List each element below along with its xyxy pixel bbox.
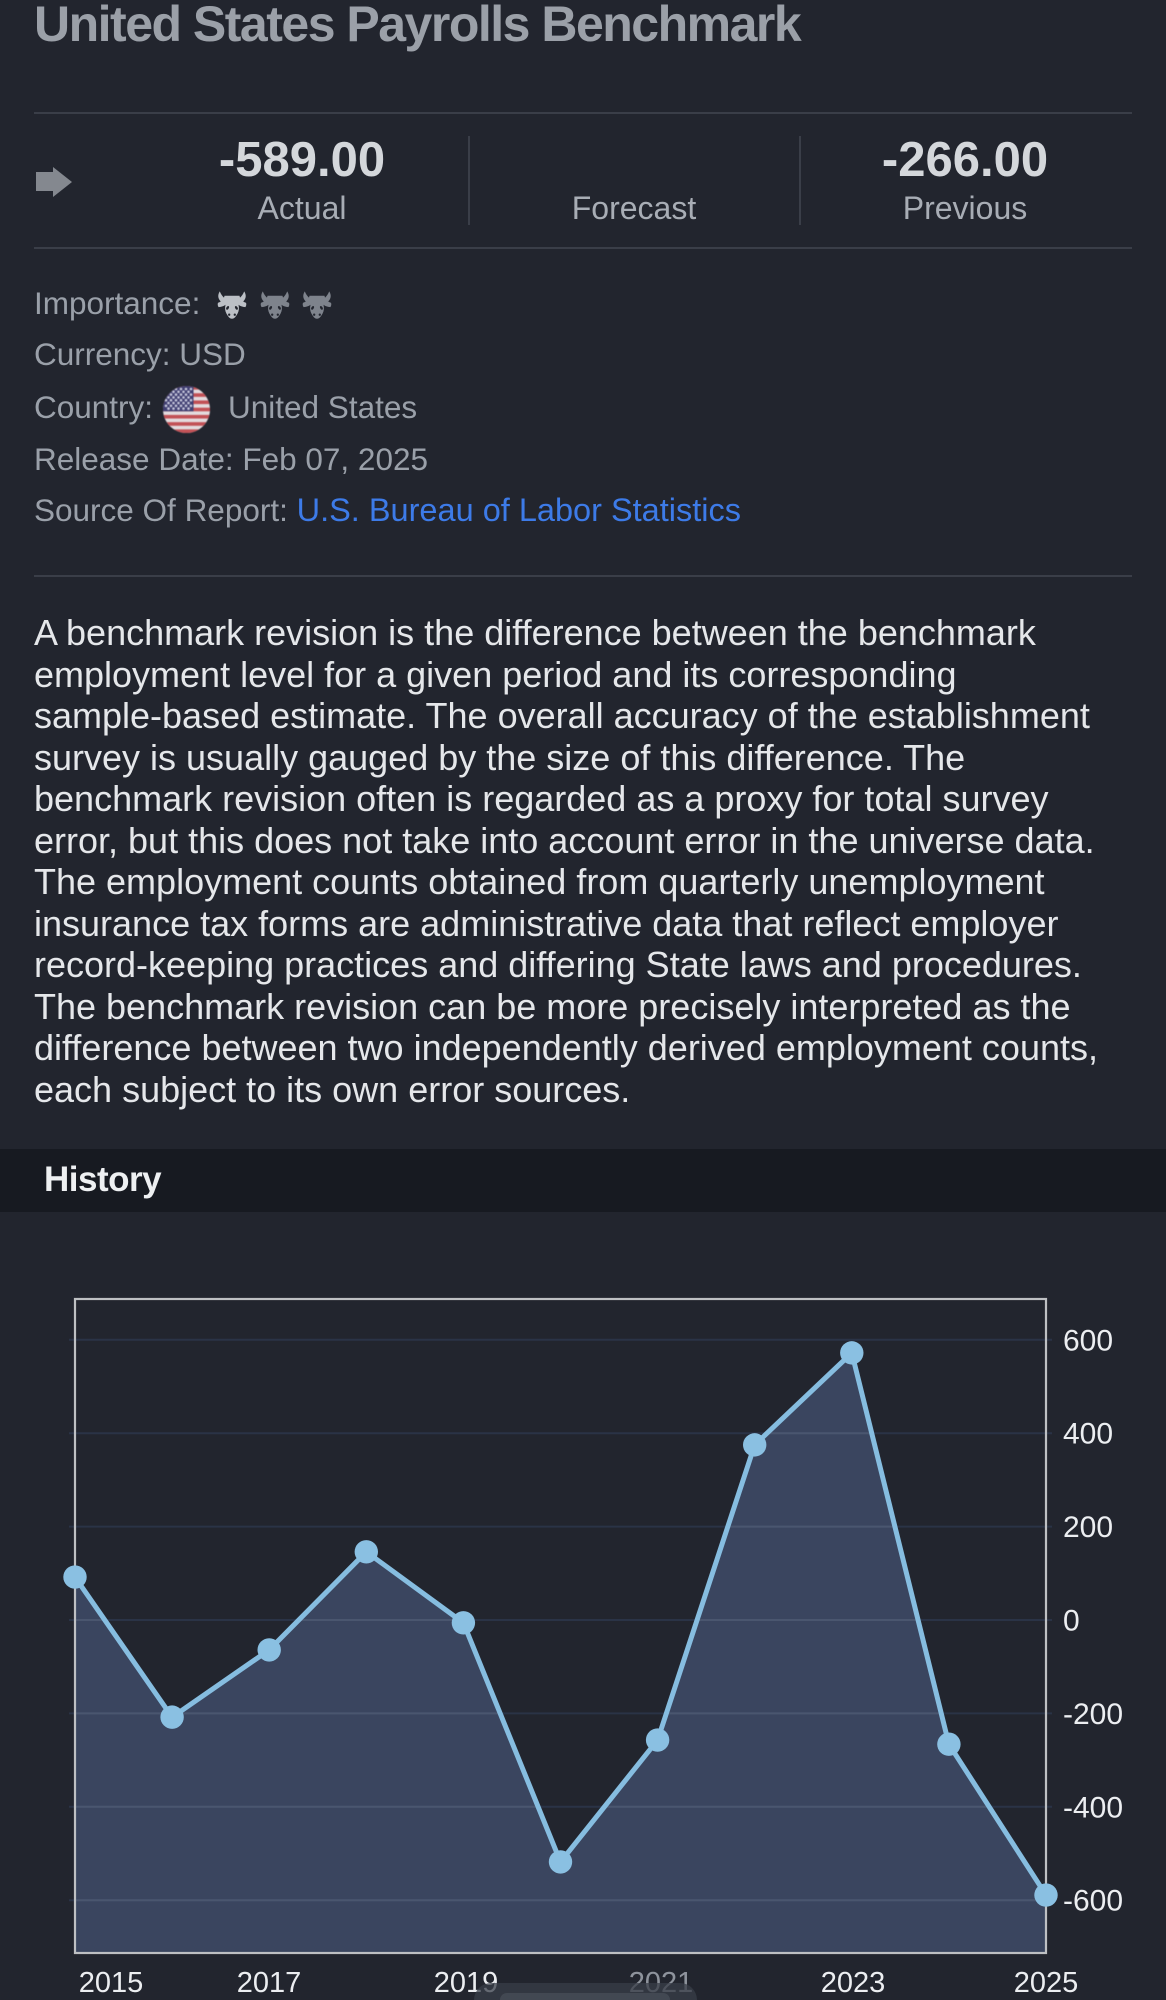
- svg-text:2025: 2025: [1014, 1967, 1079, 1999]
- svg-text:-400: -400: [1063, 1791, 1123, 1824]
- svg-text:0: 0: [1063, 1605, 1080, 1638]
- svg-text:600: 600: [1063, 1324, 1113, 1357]
- svg-text:-600: -600: [1063, 1885, 1123, 1918]
- svg-text:2015: 2015: [79, 1967, 144, 1999]
- svg-text:-200: -200: [1063, 1698, 1123, 1731]
- svg-text:2023: 2023: [821, 1967, 886, 1999]
- svg-text:200: 200: [1063, 1511, 1113, 1544]
- svg-text:2017: 2017: [237, 1967, 302, 1999]
- svg-text:400: 400: [1063, 1418, 1113, 1451]
